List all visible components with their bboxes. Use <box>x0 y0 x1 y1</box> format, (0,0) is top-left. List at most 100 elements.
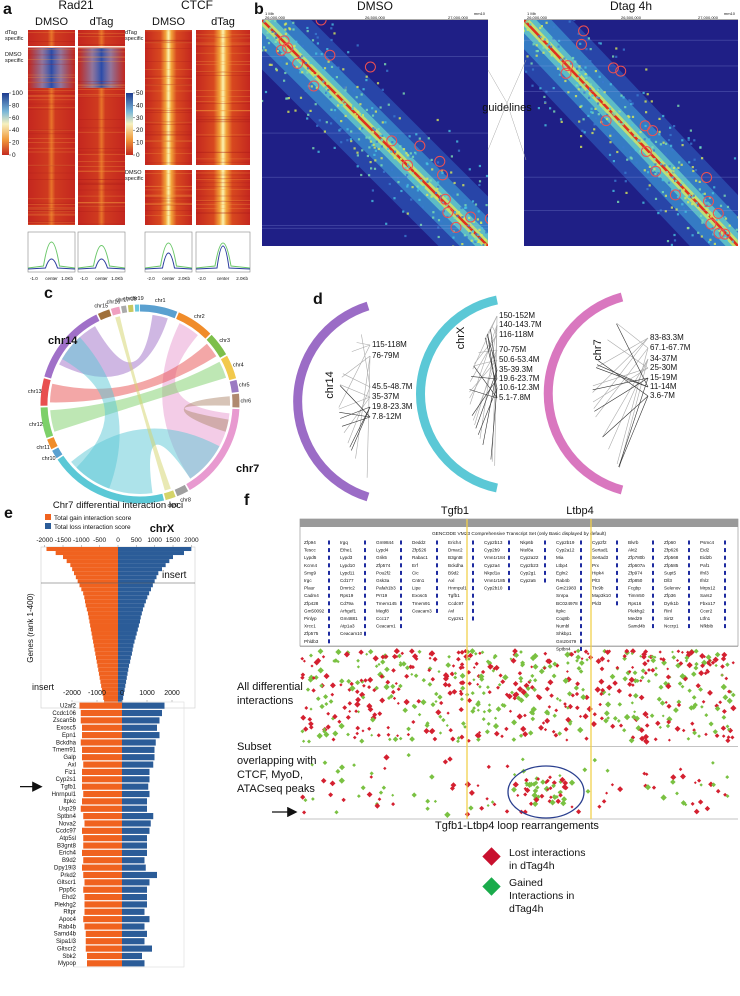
chromosome-label: chr7 <box>236 463 259 475</box>
hic-speckle <box>564 80 566 82</box>
hic-speckle <box>687 227 689 229</box>
hic-speckle <box>624 106 626 108</box>
hic-speckle <box>436 197 438 199</box>
interaction-diamond <box>355 689 360 694</box>
interaction-diamond <box>301 673 306 678</box>
hic-speckle <box>699 181 701 183</box>
gene-model <box>652 624 654 628</box>
interaction-diamond <box>521 757 525 761</box>
hic-speckle <box>374 147 376 149</box>
hic-speckle <box>403 92 405 94</box>
gene-model <box>364 571 366 575</box>
interaction-diamond <box>693 666 698 671</box>
interaction-line <box>474 360 497 366</box>
bar <box>118 579 155 583</box>
profile-curve <box>196 246 250 269</box>
heatmap-texture <box>196 35 250 36</box>
hic-speckle <box>544 124 546 126</box>
hic-speckle <box>677 167 679 169</box>
hic-speckle <box>701 219 703 221</box>
interaction-diamond <box>434 800 437 803</box>
interaction-diamond <box>383 754 389 760</box>
hic-speckle <box>708 241 710 243</box>
hic-speckle <box>315 103 317 105</box>
hic-speckle <box>662 145 664 147</box>
interaction-diamond <box>583 713 589 719</box>
bar <box>122 747 155 753</box>
interaction-diamond <box>391 668 396 673</box>
hic-speckle <box>469 168 471 170</box>
interaction-diamond <box>434 700 437 703</box>
hic-speckle <box>252 39 254 41</box>
gene-model <box>400 594 402 598</box>
y-tick-label: Zscan5b <box>53 718 77 724</box>
region-label: 35-37M <box>372 392 399 401</box>
heatmap-texture <box>196 71 250 72</box>
gene-name: Eid2b <box>700 555 712 560</box>
gene-name: Hnrnpul1 <box>448 586 467 591</box>
hic-speckle <box>662 115 664 117</box>
interaction-diamond <box>512 737 517 742</box>
hic-speckle <box>736 229 738 231</box>
hic-speckle <box>475 233 477 235</box>
hic-speckle <box>299 50 301 52</box>
hic-speckle <box>334 147 336 149</box>
gene-name: Samd4b <box>628 624 646 629</box>
y-tick-label: Galp <box>63 755 76 761</box>
bar <box>67 559 118 563</box>
interaction-diamond <box>324 702 328 706</box>
hic-speckle <box>694 159 696 161</box>
chromosome-label: chr10 <box>42 456 56 462</box>
gene-model <box>364 594 366 598</box>
hic-speckle <box>431 168 433 170</box>
hic-speckle <box>481 234 483 236</box>
gene-name: Mia <box>556 555 564 560</box>
interaction-diamond <box>388 738 392 742</box>
hic-speckle <box>352 108 354 110</box>
bar <box>122 887 147 893</box>
heatmap-texture <box>145 76 192 77</box>
interaction-diamond <box>326 712 330 716</box>
gene-model <box>580 594 582 598</box>
hic-speckle <box>673 125 675 127</box>
gene-name: Plekhg2 <box>628 608 645 613</box>
gene-name: Eid2 <box>700 548 710 553</box>
interaction-diamond <box>694 809 700 815</box>
interaction-diamond <box>523 714 527 718</box>
hic-speckle <box>702 193 704 195</box>
y-tick-label: Hnrnpul1 <box>52 792 77 798</box>
heatmap-texture <box>78 166 125 167</box>
interaction-diamond <box>645 723 650 728</box>
gene-name: Ntel8a <box>520 548 534 553</box>
hic-speckle <box>407 154 409 156</box>
interaction-diamond <box>518 671 522 675</box>
bar <box>95 652 118 656</box>
hic-speckle <box>643 92 645 94</box>
heatmap-texture <box>28 212 75 213</box>
gene-name: Zfp428 <box>304 601 319 606</box>
hic-speckle <box>695 180 697 182</box>
gene-name: Avl <box>448 608 454 613</box>
heatmap-texture <box>145 173 192 174</box>
heatmap-texture <box>28 82 75 83</box>
hic-speckle <box>602 81 604 83</box>
hic-speckle <box>631 124 633 126</box>
heatmap-texture <box>145 198 192 199</box>
hic-speckle <box>529 23 531 25</box>
interaction-line <box>471 376 497 379</box>
interaction-diamond <box>424 728 430 734</box>
hic-speckle <box>361 127 363 129</box>
interaction-diamond <box>598 703 602 707</box>
bar <box>83 835 122 841</box>
gene-name: Zfp850 <box>628 578 643 583</box>
interaction-diamond <box>429 728 435 734</box>
gene-name: Sirt2 <box>664 616 674 621</box>
chromosome-label: chr7 <box>592 339 604 360</box>
bar <box>122 946 152 952</box>
interaction-diamond <box>429 774 435 780</box>
interaction-diamond <box>407 733 410 736</box>
hic-speckle <box>337 67 339 69</box>
hic-speckle <box>620 123 622 125</box>
hic-speckle <box>420 224 422 226</box>
